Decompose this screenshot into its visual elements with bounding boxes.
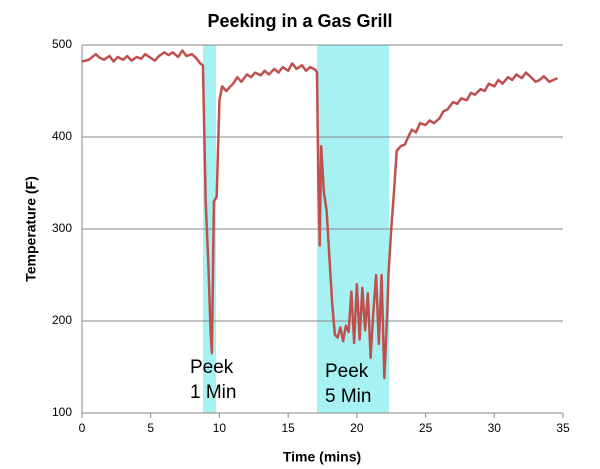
annotation: Peek 1 Min bbox=[190, 357, 237, 403]
y-tick-label: 200 bbox=[52, 313, 72, 327]
y-tick-label: 400 bbox=[52, 129, 72, 143]
data-line bbox=[81, 49, 559, 380]
chart-title: Peeking in a Gas Grill bbox=[207, 11, 392, 31]
x-tick-label: 10 bbox=[213, 421, 227, 435]
x-tick-label: 25 bbox=[419, 421, 433, 435]
annotation: Peek 5 Min bbox=[325, 361, 372, 407]
x-tick-label: 0 bbox=[79, 421, 86, 435]
x-tick-label: 35 bbox=[556, 421, 570, 435]
x-axis-label: Time (mins) bbox=[283, 449, 361, 465]
y-axis-label: Temperature (F) bbox=[23, 176, 39, 282]
y-tick-label: 500 bbox=[52, 37, 72, 51]
x-tick-label: 30 bbox=[488, 421, 502, 435]
x-tick-label: 5 bbox=[147, 421, 154, 435]
x-tick-label: 20 bbox=[350, 421, 364, 435]
y-tick-label: 100 bbox=[52, 405, 72, 419]
y-tick-label: 300 bbox=[52, 221, 72, 235]
x-tick-label: 15 bbox=[281, 421, 295, 435]
